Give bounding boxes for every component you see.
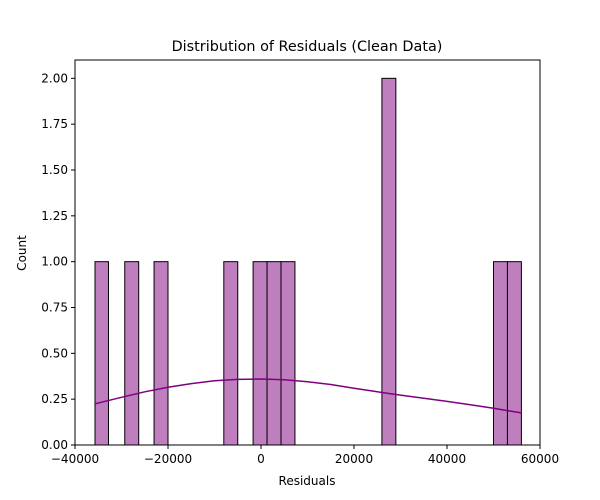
x-tick-label-4: 40000 (428, 452, 466, 466)
x-tick-label-3: 20000 (335, 452, 373, 466)
kde-group (94, 378, 522, 414)
y-tick-label-8: 2.00 (41, 71, 68, 85)
histogram-bar-9 (506, 261, 522, 446)
histogram-bar-7 (381, 77, 397, 446)
histogram-bar-8 (493, 261, 508, 446)
histogram-bar-5 (266, 261, 282, 446)
x-tick-label-2: 0 (257, 452, 265, 466)
y-axis-ticks: 0.00 0.25 0.50 0.75 1.00 1.25 1.50 1.75 2.00 (41, 71, 75, 452)
y-tick-label-6: 1.50 (41, 163, 68, 177)
x-axis-ticks: −40000 −20000 0 20000 40000 60000 (51, 445, 559, 466)
y-tick-label-2: 0.50 (41, 346, 68, 360)
y-tick-label-7: 1.75 (41, 117, 68, 131)
histogram-bar-6 (280, 261, 296, 446)
histogram-bar-0 (94, 261, 109, 446)
y-axis-label: Count (15, 235, 29, 271)
x-tick-label-0: −40000 (51, 452, 99, 466)
bars-group (94, 77, 522, 446)
y-tick-label-5: 1.25 (41, 209, 68, 223)
y-tick-label-4: 1.00 (41, 255, 68, 269)
y-tick-label-0: 0.00 (41, 438, 68, 452)
y-tick-label-3: 0.75 (41, 301, 68, 315)
histogram-bar-2 (153, 261, 169, 446)
histogram-bar-1 (124, 261, 140, 446)
x-axis-label: Residuals (279, 474, 336, 488)
plot-frame (74, 59, 541, 446)
y-tick-label-1: 0.25 (41, 392, 68, 406)
x-tick-label-1: −20000 (144, 452, 192, 466)
chart-title: Distribution of Residuals (Clean Data) (172, 39, 443, 55)
x-tick-label-5: 60000 (521, 452, 559, 466)
histogram-bar-3 (223, 261, 239, 446)
kde-line (94, 378, 522, 414)
histogram-bar-4 (252, 261, 268, 446)
